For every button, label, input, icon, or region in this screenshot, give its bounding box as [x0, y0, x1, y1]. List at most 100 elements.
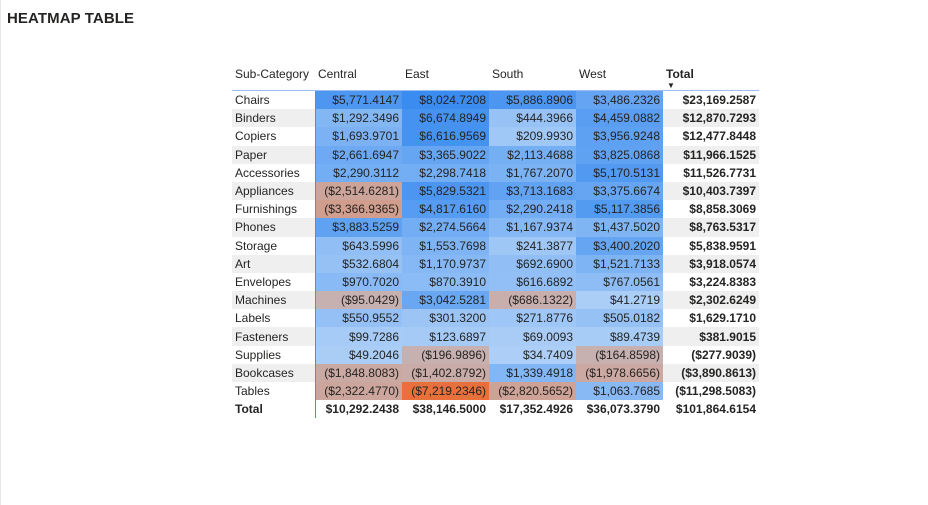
table-row: Copiers $1,693.9701 $6,616.9569 $209.9930 $3… [232, 127, 759, 146]
heat-cell-south: $69.0093 [489, 327, 576, 346]
row-label: Paper [232, 145, 316, 164]
row-label: Machines [232, 291, 316, 310]
left-border [0, 0, 1, 505]
table-row: Labels $550.9552 $301.3200 $271.8776 $505.01… [232, 309, 759, 328]
table-row: Furnishings ($3,366.9365) $4,817.6160 $2,29… [232, 200, 759, 219]
heat-cell-east: $3,365.9022 [402, 145, 489, 164]
row-label: Art [232, 254, 316, 273]
heat-cell-central: $1,292.3496 [315, 109, 402, 128]
total-west: $36,073.3790 [586, 402, 660, 417]
heat-cell-east: $301.3200 [402, 309, 489, 328]
heat-cell-west: $3,825.0868 [576, 145, 663, 164]
heat-cell-central: $970.7020 [315, 272, 402, 292]
heat-cell-east: $3,042.5281 [402, 291, 489, 310]
table-row: Bookcases ($1,848.8083) ($1,402.8792) $1,33… [232, 363, 759, 382]
heat-cell-south: $3,713.1683 [489, 181, 576, 201]
column-header-east[interactable]: East [402, 64, 489, 91]
heat-cell-south: ($686.1322) [489, 291, 576, 310]
heat-cell-central: $550.9552 [315, 309, 402, 328]
total-row: Total $10,292.2438 $38,146.5000 $17,352.… [232, 400, 759, 419]
heat-cell-east: ($1,402.8792) [402, 363, 489, 382]
total-central: $10,292.2438 [325, 402, 399, 417]
heat-cell-central: $2,661.6947 [315, 145, 402, 164]
heat-cell-west: $1,437.5020 [576, 218, 663, 237]
row-total: $11,526.7731 [683, 165, 756, 180]
total-row-label: Total [232, 400, 316, 419]
row-label: Storage [232, 236, 316, 255]
row-header[interactable]: Sub-Category [232, 64, 315, 91]
heat-cell-central: ($95.0429) [315, 291, 402, 310]
heat-cell-west: $1,063.7685 [576, 382, 663, 401]
heat-cell-east: $870.3910 [402, 272, 489, 292]
table-body: Chairs $5,771.4147 $8,024.7208 $5,886.8906 $… [232, 90, 759, 401]
column-header-central[interactable]: Central [315, 64, 402, 91]
row-total: $11,966.1525 [663, 145, 759, 164]
table-row: Appliances ($2,514.6281) $5,829.5321 $3,713… [232, 181, 759, 201]
heat-cell-west: ($164.8598) [576, 345, 663, 364]
heat-cell-south: $1,339.4918 [489, 363, 576, 382]
column-header-total[interactable]: Total ▼ [663, 64, 759, 91]
row-label: Accessories [232, 163, 316, 182]
heat-cell-central: $3,883.5259 [315, 218, 402, 237]
table-row: Phones $3,883.5259 $2,274.5664 $1,167.9374 $… [232, 218, 759, 237]
heat-cell-central: $643.5996 [315, 236, 402, 255]
row-label: Tables [232, 382, 316, 401]
table-row: Tables ($2,322.4770) ($7,219.2346) ($2,820.… [232, 382, 759, 401]
heat-cell-west: $3,400.2020 [576, 236, 663, 255]
heat-cell-central: ($2,514.6281) [315, 181, 402, 201]
table-row: Binders $1,292.3496 $6,674.8949 $444.3966 $4… [232, 109, 759, 128]
row-total: $2,302.6249 [663, 291, 759, 310]
row-total: $23,169.2587 [682, 93, 756, 108]
heat-cell-east: $8,024.7208 [402, 90, 489, 110]
row-label: Chairs [232, 90, 316, 110]
row-label: Bookcases [232, 363, 316, 382]
heat-cell-south: $34.7409 [489, 345, 576, 364]
heat-cell-south: $271.8776 [489, 309, 576, 328]
heat-cell-central: ($1,848.8083) [315, 363, 402, 382]
heat-cell-west: $3,486.2326 [576, 90, 663, 110]
heat-cell-south: $1,167.9374 [489, 218, 576, 237]
table-row: Envelopes $970.7020 $870.3910 $616.6892 $767… [232, 272, 759, 292]
row-label: Supplies [232, 345, 316, 364]
row-total: $10,403.7397 [663, 181, 759, 201]
heat-cell-west: $4,459.0882 [576, 109, 663, 128]
table-row: Chairs $5,771.4147 $8,024.7208 $5,886.8906 $… [232, 90, 759, 110]
row-total: $8,763.5317 [663, 218, 759, 237]
heat-cell-central: $5,771.4147 [315, 90, 402, 110]
heat-cell-central: $2,290.3112 [315, 163, 402, 182]
heat-cell-central: ($2,322.4770) [315, 382, 402, 401]
heat-cell-east: $2,274.5664 [402, 218, 489, 237]
heat-cell-central: ($3,366.9365) [315, 200, 402, 219]
page-title: HEATMAP TABLE [7, 10, 135, 27]
row-total: ($3,890.8613) [663, 363, 759, 382]
heat-cell-south: $1,767.2070 [489, 163, 576, 182]
heat-cell-west: $767.0561 [576, 272, 663, 292]
total-south: $17,352.4926 [499, 402, 573, 417]
row-label: Furnishings [232, 200, 316, 219]
heat-cell-south: $5,886.8906 [489, 90, 576, 110]
heat-cell-south: ($2,820.5652) [489, 382, 576, 401]
row-total: $5,838.9591 [689, 238, 756, 253]
row-total: ($11,298.5083) [675, 384, 756, 399]
column-header-west[interactable]: West [576, 64, 663, 91]
heat-cell-west: $3,375.6674 [576, 181, 663, 201]
column-header-south[interactable]: South [489, 64, 576, 91]
heat-cell-west: $5,170.5131 [576, 163, 663, 182]
total-east: $38,146.5000 [412, 402, 486, 417]
row-label: Fasteners [232, 327, 316, 346]
table-row: Paper $2,661.6947 $3,365.9022 $2,113.4688 $3… [232, 145, 759, 164]
row-label: Copiers [232, 127, 316, 146]
heat-cell-central: $1,693.9701 [315, 127, 402, 146]
row-total: $3,918.0574 [663, 254, 759, 273]
row-label: Envelopes [232, 272, 316, 292]
heat-cell-west: $5,117.3856 [576, 200, 663, 219]
row-total: $381.9015 [663, 327, 759, 346]
heat-cell-east: $123.6897 [402, 327, 489, 346]
heat-cell-west: $41.2719 [576, 291, 663, 310]
grand-total: $101,864.6154 [675, 402, 756, 417]
heat-cell-west: $3,956.9248 [576, 127, 663, 146]
heat-cell-east: $2,298.7418 [402, 163, 489, 182]
table-row: Storage $643.5996 $1,553.7698 $241.3877 $3,4… [232, 236, 759, 255]
row-total: ($277.9039) [691, 347, 756, 362]
heat-cell-east: ($7,219.2346) [402, 382, 489, 401]
